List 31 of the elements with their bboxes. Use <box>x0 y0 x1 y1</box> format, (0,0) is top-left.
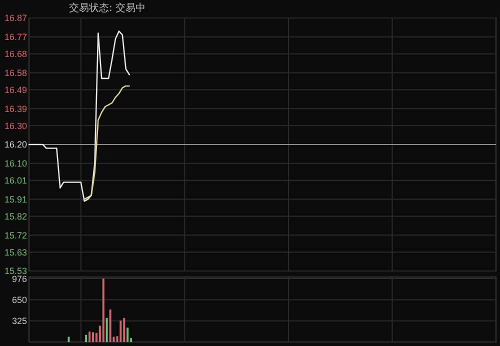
y-tick-label: 650 <box>12 294 27 305</box>
y-tick-label: 16.77 <box>4 32 27 42</box>
y-tick-label: 16.10 <box>4 158 27 169</box>
bar <box>85 334 88 342</box>
y-tick-label: 325 <box>12 316 27 326</box>
y-tick-label: 16.68 <box>4 49 27 60</box>
line-series <box>28 30 130 202</box>
y-tick-label: 15.53 <box>4 266 27 276</box>
y-tick-label: 15.72 <box>4 230 27 240</box>
y-tick-label: 976 <box>12 274 27 284</box>
bar <box>68 336 70 342</box>
y-tick-label: 16.49 <box>4 84 27 95</box>
y-tick-label: 16.58 <box>4 68 27 78</box>
y-tick-label: 16.20 <box>4 140 27 150</box>
y-tick-label: 16.30 <box>4 120 27 131</box>
bar <box>126 328 129 342</box>
y-tick-label: 15.82 <box>4 211 27 222</box>
bar <box>123 318 126 342</box>
y-tick-label: 16.01 <box>4 176 27 186</box>
y-tick-label: 16.39 <box>4 104 27 114</box>
line-series <box>84 85 130 200</box>
y-tick-label: 15.91 <box>4 194 27 204</box>
bar <box>92 332 94 342</box>
bar <box>88 332 91 342</box>
bar <box>102 278 104 342</box>
y-tick-label: 15.63 <box>4 247 27 258</box>
bar <box>106 318 108 342</box>
bar <box>109 310 112 342</box>
bar <box>120 320 122 342</box>
y-tick-label: 16.87 <box>4 13 27 24</box>
chart-title: 交易状态: 交易中 <box>69 2 146 14</box>
